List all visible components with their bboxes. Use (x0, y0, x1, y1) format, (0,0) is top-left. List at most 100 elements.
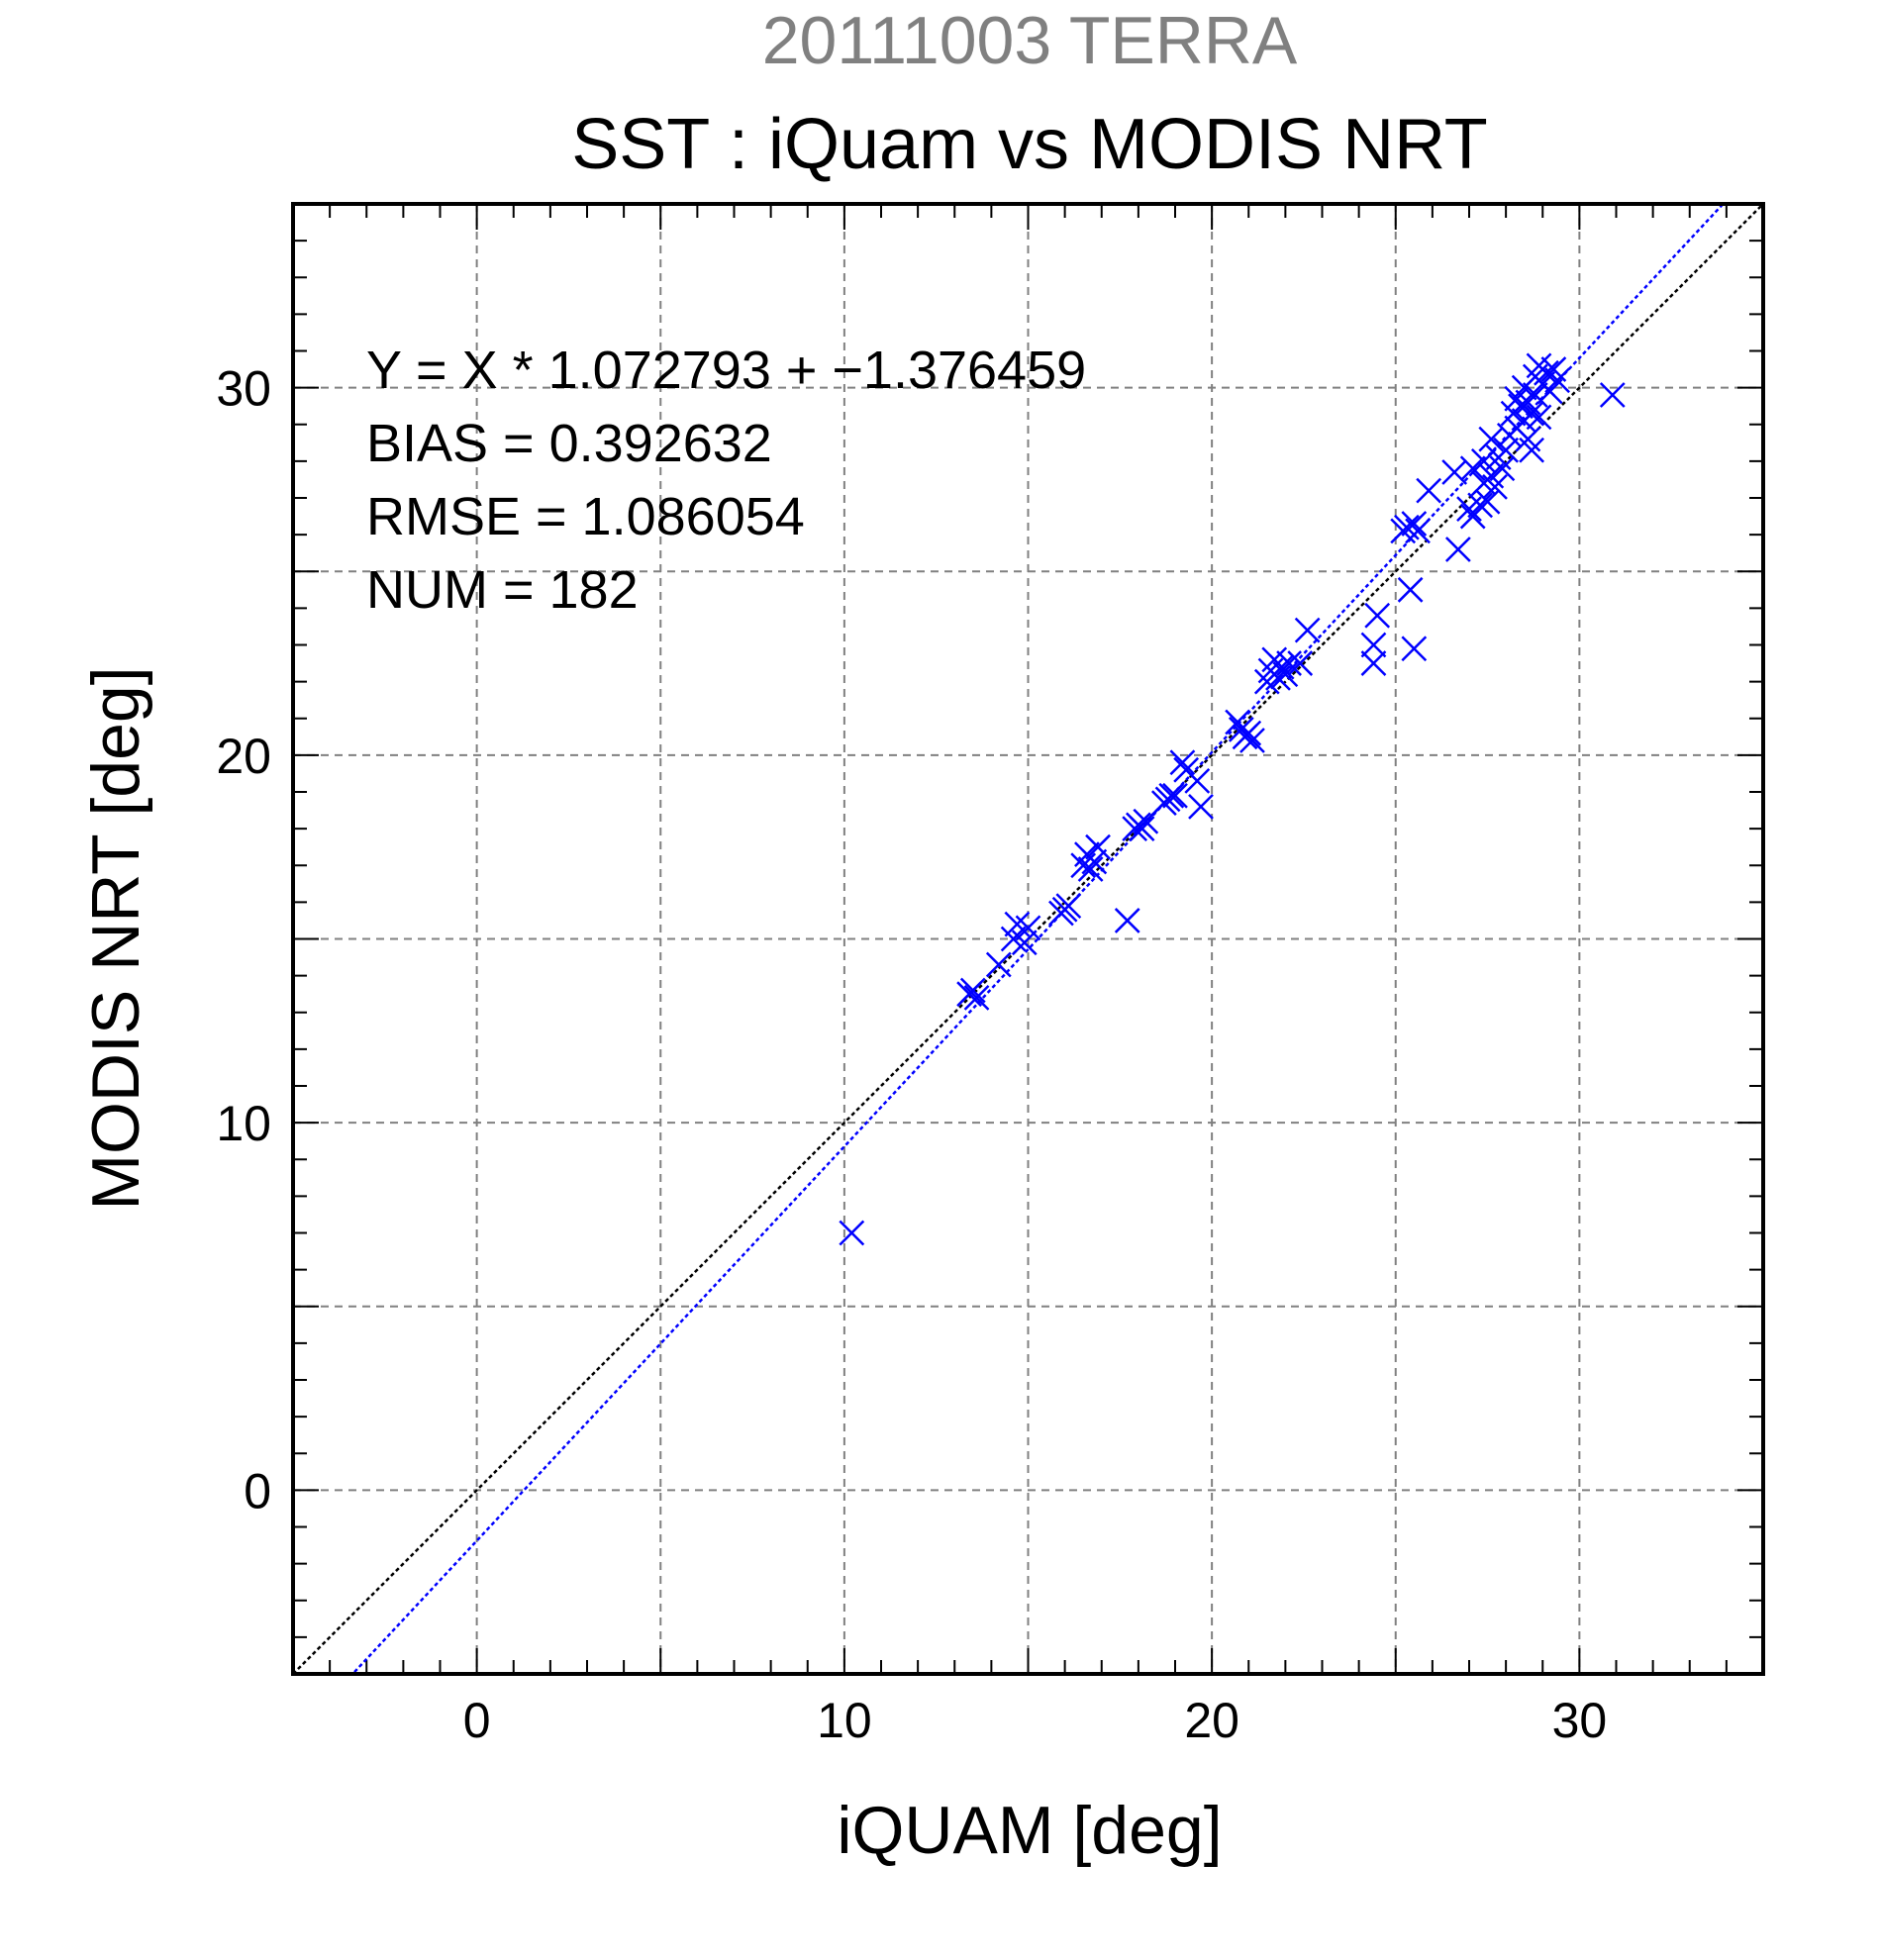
data-point-stroke (1162, 782, 1188, 809)
data-point (1188, 793, 1214, 820)
data-point-stroke (1184, 767, 1211, 794)
data-point (1294, 617, 1321, 643)
data-point-stroke (1236, 720, 1262, 746)
data-point-stroke (1158, 782, 1185, 809)
data-point-stroke (1085, 833, 1111, 860)
data-point (1544, 367, 1570, 394)
data-point-stroke (963, 985, 990, 1011)
data-point (1441, 459, 1468, 485)
data-point-stroke (1268, 653, 1295, 680)
data-point (1467, 492, 1494, 519)
data-point-stroke (1519, 400, 1544, 427)
data-point (1397, 576, 1424, 603)
data-point (1077, 856, 1104, 882)
data-point-stroke (839, 1220, 865, 1246)
data-point (1055, 893, 1082, 919)
data-point-stroke (1294, 617, 1321, 643)
data-point (1405, 518, 1431, 544)
y-tick-label: 10 (216, 1096, 271, 1151)
data-point-stroke (1478, 426, 1505, 452)
data-point-stroke (959, 977, 986, 1004)
data-point-stroke (1401, 636, 1428, 662)
data-point-stroke (1055, 893, 1082, 919)
data-point-stroke (1405, 518, 1431, 544)
data-point (1401, 511, 1428, 537)
data-point-stroke (1470, 447, 1497, 474)
tick-labels: 0 10 20 30 0 10 20 30 (216, 361, 1607, 1748)
y-tick-label: 0 (244, 1463, 271, 1519)
stat-bias: BIAS = 0.392632 (366, 414, 772, 473)
stat-regression: Y = X * 1.072793 + −1.376459 (366, 341, 1086, 400)
data-point (1470, 447, 1497, 474)
data-point-stroke (1459, 455, 1486, 482)
data-point (1364, 602, 1391, 629)
data-point-stroke (1482, 473, 1508, 500)
x-tick-label: 30 (1552, 1693, 1608, 1748)
stats-box: Y = X * 1.072793 + −1.376459 BIAS = 0.39… (366, 341, 1086, 620)
data-point-stroke (1489, 455, 1516, 482)
data-point (1184, 767, 1211, 794)
data-point-stroke (1493, 437, 1520, 463)
data-point-stroke (1401, 511, 1428, 537)
data-point (959, 977, 986, 1004)
data-point (1522, 382, 1548, 408)
data-point (1081, 848, 1108, 875)
data-point-stroke (1169, 749, 1196, 776)
data-point (1482, 473, 1508, 500)
data-point-stroke (1504, 385, 1531, 412)
x-tick-label: 0 (463, 1693, 491, 1748)
data-point-stroke (1364, 602, 1391, 629)
data-point (1085, 833, 1111, 860)
x-axis-label: iQUAM [deg] (837, 1793, 1222, 1868)
stat-rmse: RMSE = 1.086054 (366, 487, 805, 546)
data-point (1401, 636, 1428, 662)
data-point (1015, 915, 1041, 941)
x-tick-label: 20 (1184, 1693, 1239, 1748)
data-point (1444, 537, 1471, 562)
data-point (1287, 650, 1314, 676)
data-point (1360, 650, 1387, 676)
fit-line (350, 204, 1726, 1674)
data-point (1114, 908, 1140, 933)
data-point (839, 1220, 865, 1246)
y-tick-label: 20 (216, 729, 271, 784)
data-point-stroke (1519, 437, 1544, 463)
chart-title: SST : iQuam vs MODIS NRT (571, 105, 1488, 184)
data-point-stroke (1360, 632, 1387, 658)
data-point-stroke (1077, 856, 1104, 882)
y-tick-label: 30 (216, 361, 271, 417)
chart-supertitle: 20111003 TERRA (762, 3, 1298, 78)
data-point-stroke (1276, 650, 1302, 676)
data-point (1459, 455, 1486, 482)
data-point (1162, 782, 1188, 809)
data-point-stroke (1000, 926, 1027, 952)
data-point-stroke (1287, 650, 1314, 676)
plot-frame (291, 202, 1765, 1676)
data-point (1519, 437, 1544, 463)
data-point-stroke (1526, 404, 1552, 431)
data-point (1478, 426, 1505, 452)
data-point (963, 985, 990, 1011)
data-point-stroke (1522, 382, 1548, 408)
data-point-stroke (1394, 514, 1420, 540)
data-point (1276, 650, 1302, 676)
data-point-stroke (1508, 393, 1534, 420)
data-point-stroke (1540, 356, 1567, 382)
data-point-stroke (1081, 848, 1108, 875)
data-point-stroke (1239, 728, 1265, 753)
data-point-stroke (1467, 492, 1494, 519)
data-points (839, 352, 1626, 1246)
data-point-stroke (985, 951, 1012, 978)
data-point (1239, 728, 1265, 753)
axis-ticks (293, 204, 1763, 1674)
data-point-stroke (1444, 537, 1471, 562)
data-point (1169, 749, 1196, 776)
data-point-stroke (1004, 911, 1031, 937)
data-point (1416, 477, 1442, 504)
data-point (985, 951, 1012, 978)
data-point-stroke (1515, 426, 1541, 452)
data-point (1599, 382, 1626, 408)
data-point (1536, 378, 1563, 405)
data-point-stroke (1114, 908, 1140, 933)
